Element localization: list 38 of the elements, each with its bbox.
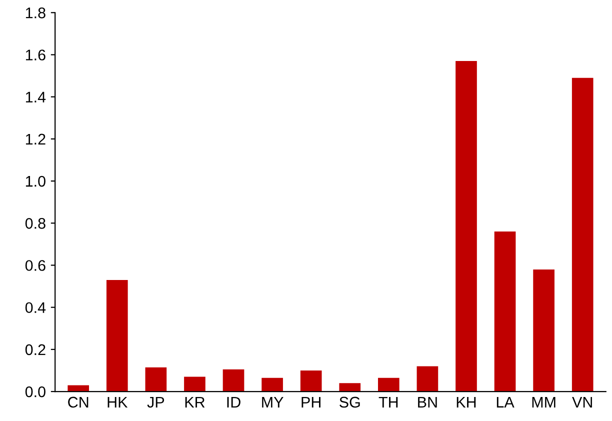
y-tick-label: 1.2 (26, 134, 46, 144)
bar (300, 370, 322, 392)
bar (222, 369, 244, 392)
bar (145, 367, 167, 392)
bar (339, 383, 361, 392)
bar (494, 232, 516, 392)
y-tick-label: 1.6 (26, 50, 46, 60)
x-tick-label: BN (418, 396, 437, 408)
bar (262, 378, 283, 392)
y-tick-label: 1.8 (26, 8, 46, 18)
x-tick-label: PH (302, 396, 320, 408)
x-tick-label: TH (378, 396, 398, 408)
bar (106, 280, 128, 392)
bar (378, 378, 400, 392)
y-tick-label: 1.4 (26, 92, 46, 102)
bar (456, 61, 477, 392)
x-tick-label: MY (262, 396, 284, 408)
x-tick-label: HK (108, 396, 128, 408)
x-tick-label: LA (496, 396, 514, 408)
x-tick-label: JP (147, 396, 164, 408)
y-tick-label: 0.6 (25, 260, 46, 271)
y-tick-label: 0.4 (25, 302, 46, 314)
bar (184, 376, 206, 392)
y-tick-label: 1.0 (26, 176, 46, 187)
x-tick-label: KR (185, 396, 205, 408)
bar (572, 78, 594, 392)
x-tick-label: ID (227, 396, 240, 408)
x-tick-label: CN (68, 396, 88, 408)
x-tick-label: SG (340, 396, 360, 408)
x-tick-label: KH (456, 396, 476, 408)
bar (68, 385, 90, 392)
x-tick-label: VN (572, 396, 592, 408)
bar (416, 366, 438, 392)
bar (533, 269, 554, 392)
y-tick-label: 0.8 (25, 218, 46, 229)
y-tick-label: 0.0 (25, 386, 46, 398)
y-tick-label: 0.2 (25, 344, 46, 356)
x-tick-label: MM (532, 396, 556, 408)
